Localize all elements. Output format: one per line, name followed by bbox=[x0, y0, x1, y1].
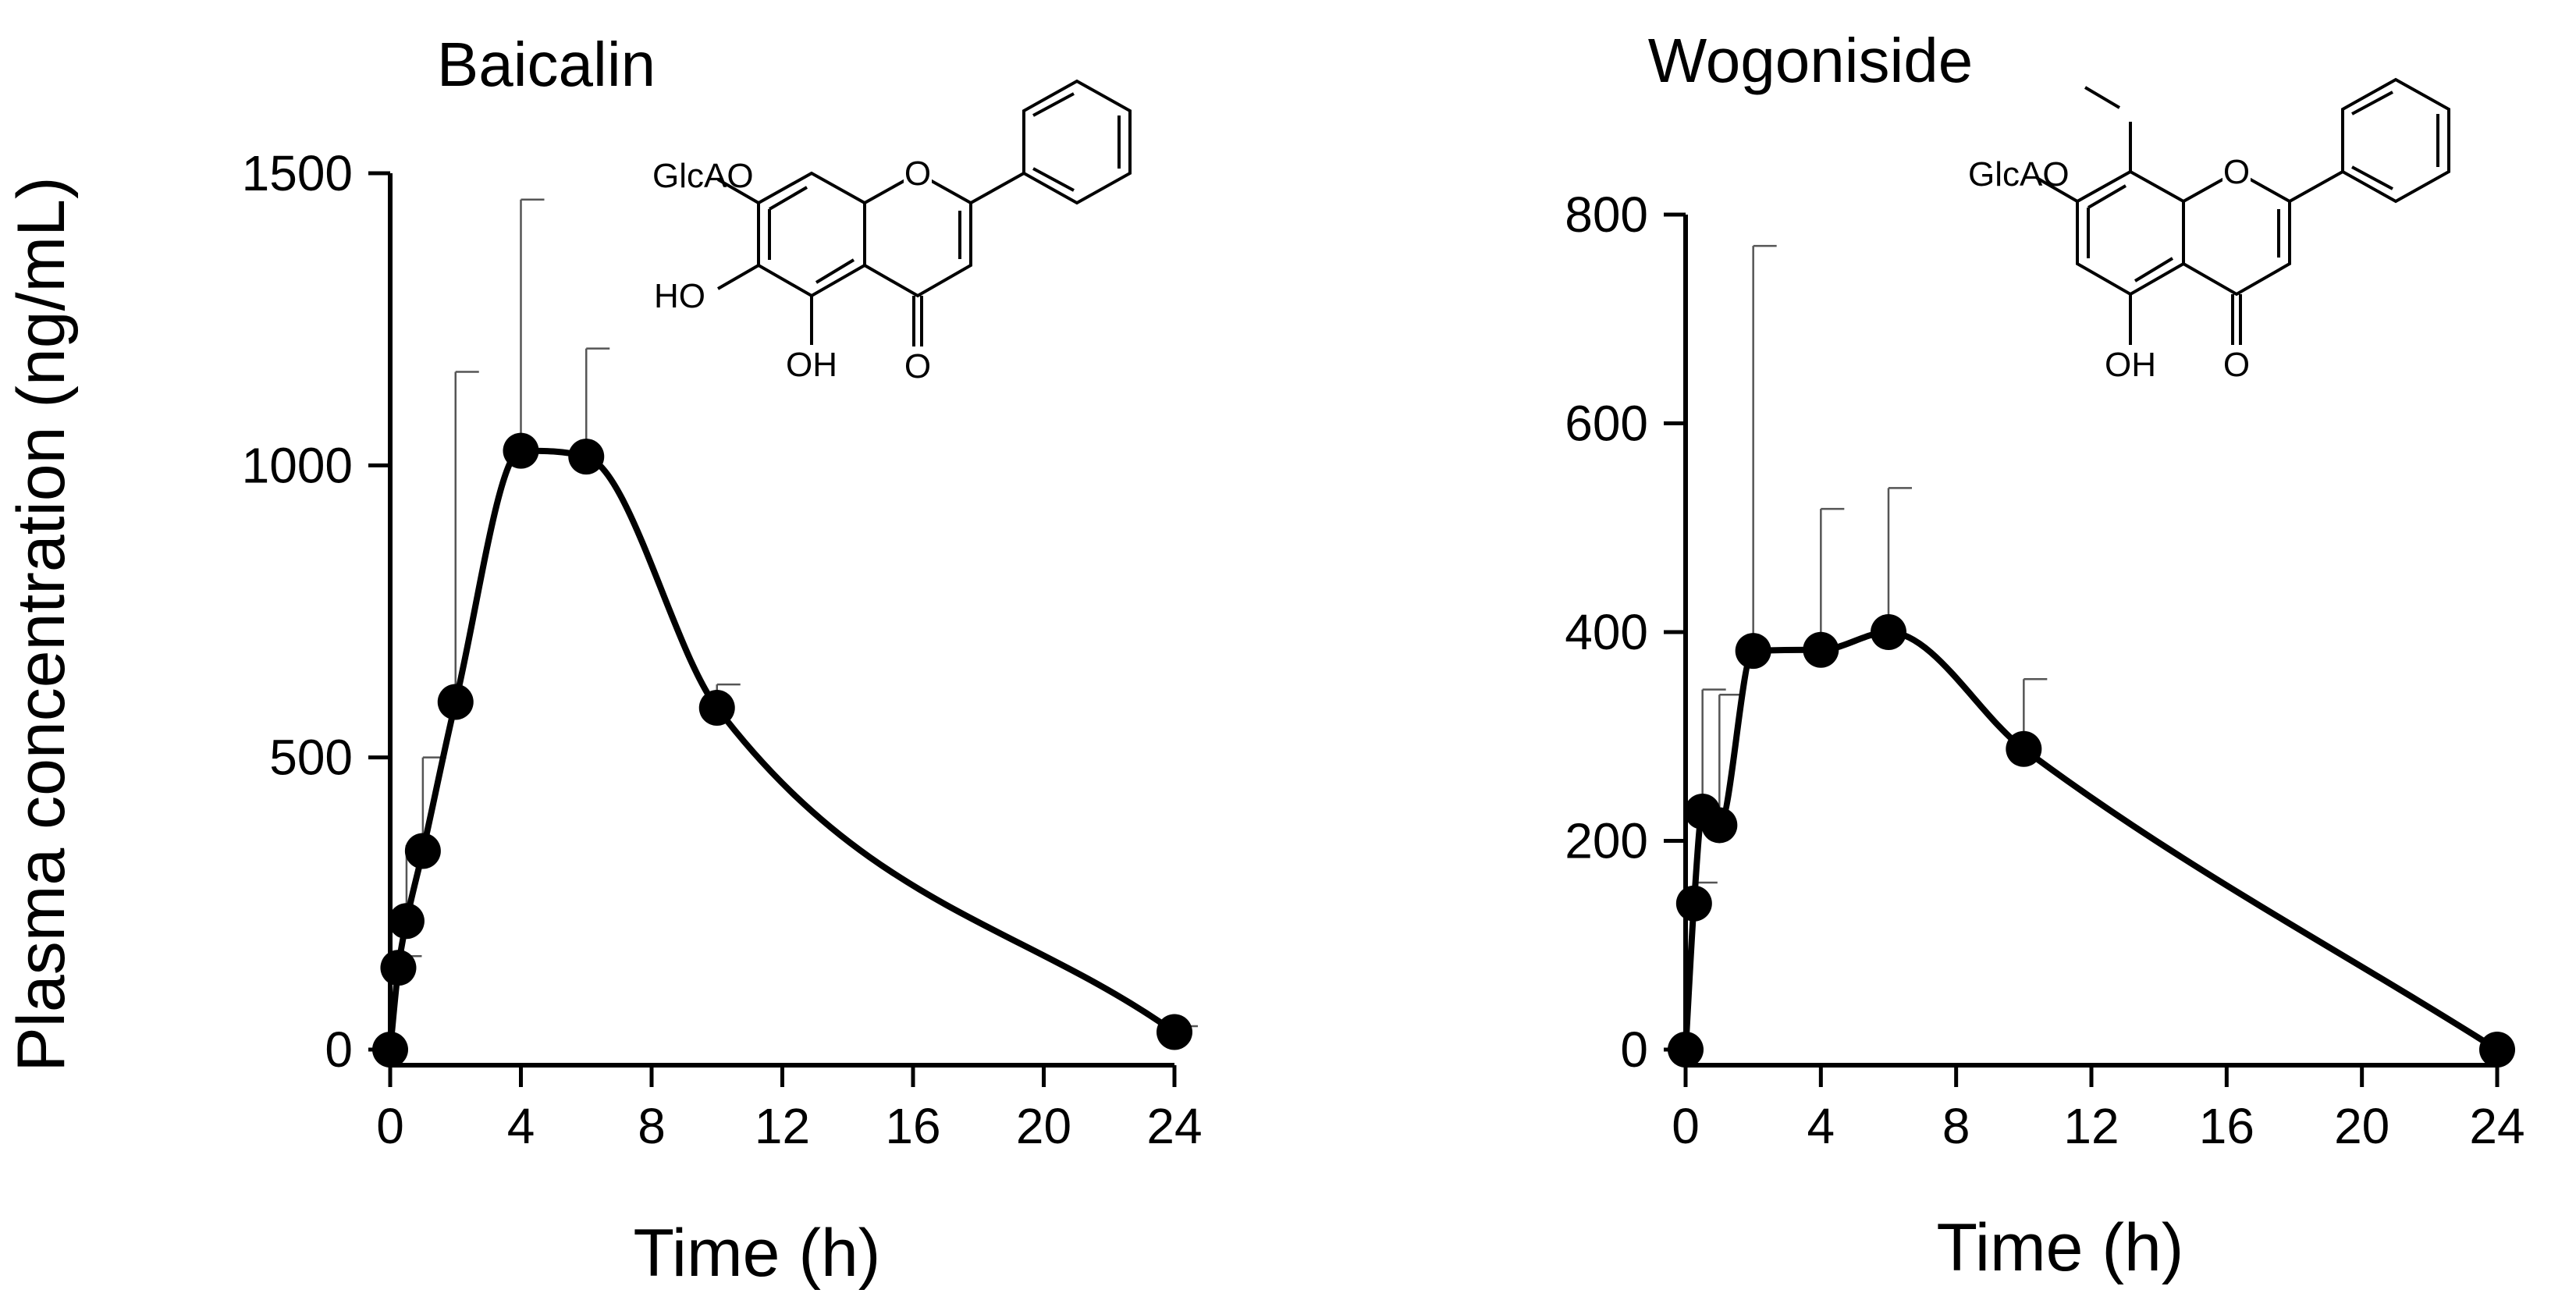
phenyl-double-1 bbox=[1032, 92, 1075, 117]
glca-bond bbox=[717, 178, 759, 204]
x-tick-label: 20 bbox=[2334, 1098, 2389, 1154]
y-tick-label: 600 bbox=[1565, 396, 1648, 452]
methoxy-bond-2 bbox=[2084, 86, 2121, 109]
structure-label: HO bbox=[654, 277, 705, 315]
x-tick-label: 12 bbox=[2063, 1098, 2119, 1154]
data-point bbox=[1157, 1014, 1192, 1050]
x-tick-label: 16 bbox=[885, 1098, 940, 1154]
ring-a-double-1 bbox=[2087, 184, 2127, 209]
data-point bbox=[2479, 1032, 2515, 1068]
data-point bbox=[372, 1032, 408, 1068]
x-tick-label: 24 bbox=[1146, 1098, 1202, 1154]
data-point bbox=[1871, 614, 1906, 650]
series-line bbox=[1682, 629, 2500, 1053]
ring-a bbox=[757, 171, 866, 298]
structure-label: GlcAO bbox=[1968, 155, 2070, 194]
y-tick-label: 0 bbox=[1620, 1021, 1648, 1078]
x-tick-label: 4 bbox=[507, 1098, 535, 1154]
data-point bbox=[1701, 807, 1738, 844]
y-tick-label: 0 bbox=[325, 1021, 353, 1078]
y-tick-label: 400 bbox=[1565, 604, 1648, 660]
chart-title: Baicalin bbox=[437, 30, 656, 99]
data-point bbox=[698, 690, 735, 727]
ho-bond bbox=[717, 264, 759, 290]
glca-bond bbox=[2036, 176, 2078, 203]
phenyl-double-1 bbox=[2351, 91, 2393, 115]
x-tick-label: 12 bbox=[755, 1098, 810, 1154]
x-tick-label: 0 bbox=[1672, 1098, 1700, 1154]
data-point bbox=[1668, 1032, 1704, 1068]
wogoniside-structure: GlcAO O OH O bbox=[1968, 77, 2450, 384]
ring-a-double-3 bbox=[815, 258, 855, 284]
plot-area: 0 500 1000 1500 0 4 8 12 16 20 24 bbox=[242, 145, 1203, 1154]
ring-oxygen-mask bbox=[904, 158, 932, 189]
x-axis-title: Time (h) bbox=[1937, 1210, 2184, 1285]
ring-a-double-1 bbox=[768, 186, 808, 211]
chart-panel-wogoniside: Wogoniside Time (h) 0 200 400 600 800 0 4 8 12 16… bbox=[1565, 26, 2524, 1285]
data-point bbox=[1735, 633, 1771, 670]
data-point bbox=[380, 950, 417, 986]
phenyl-ring bbox=[1022, 79, 1132, 205]
y-tick-label: 1500 bbox=[242, 145, 353, 201]
ring-a-double-3 bbox=[2134, 257, 2174, 282]
data-point bbox=[503, 432, 539, 469]
data-point bbox=[437, 684, 474, 720]
phenyl-ring bbox=[2341, 77, 2450, 204]
chart-title: Wogoniside bbox=[1648, 26, 1974, 95]
structure-label: GlcAO bbox=[652, 157, 754, 195]
ring-a bbox=[2076, 169, 2185, 297]
series-line bbox=[387, 447, 1177, 1050]
structure-label: OH bbox=[786, 346, 837, 384]
y-tick-label: 500 bbox=[269, 730, 353, 786]
structure-label: O bbox=[2223, 153, 2250, 191]
data-point bbox=[1803, 631, 1839, 668]
data-point bbox=[1675, 885, 1712, 922]
data-point bbox=[404, 833, 441, 869]
ring-oxygen-mask bbox=[2222, 156, 2251, 187]
phenyl-link bbox=[2289, 170, 2343, 203]
data-point bbox=[2006, 730, 2042, 767]
x-tick-label: 24 bbox=[2469, 1098, 2524, 1154]
x-tick-label: 16 bbox=[2199, 1098, 2254, 1154]
x-tick-label: 8 bbox=[638, 1098, 666, 1154]
x-tick-label: 0 bbox=[376, 1098, 404, 1154]
plot-area: 0 200 400 600 800 0 4 8 12 16 20 24 bbox=[1565, 187, 2524, 1154]
structure-label: O bbox=[904, 347, 931, 385]
chart-panel-baicalin: Baicalin Time (h) 0 500 1000 1500 0 4 8 12 16 20 2… bbox=[242, 30, 1203, 1291]
x-axis-title: Time (h) bbox=[634, 1216, 881, 1291]
structure-label: O bbox=[904, 155, 931, 193]
phenyl-double-3 bbox=[1032, 167, 1075, 192]
phenyl-link bbox=[970, 172, 1025, 204]
x-tick-label: 4 bbox=[1807, 1098, 1835, 1154]
data-point bbox=[568, 439, 605, 475]
data-point bbox=[388, 903, 425, 940]
structure-label: O bbox=[2223, 346, 2250, 384]
phenyl-double-3 bbox=[2351, 165, 2393, 190]
y-tick-label: 1000 bbox=[242, 437, 353, 493]
x-tick-label: 20 bbox=[1016, 1098, 1071, 1154]
y-tick-label: 200 bbox=[1565, 813, 1648, 869]
y-axis-title: Plasma concentration (ng/mL) bbox=[4, 176, 79, 1071]
y-tick-label: 800 bbox=[1565, 187, 1648, 243]
baicalin-structure: GlcAO O HO OH O bbox=[652, 79, 1132, 385]
structure-label: OH bbox=[2105, 346, 2156, 384]
x-tick-label: 8 bbox=[1942, 1098, 1970, 1154]
